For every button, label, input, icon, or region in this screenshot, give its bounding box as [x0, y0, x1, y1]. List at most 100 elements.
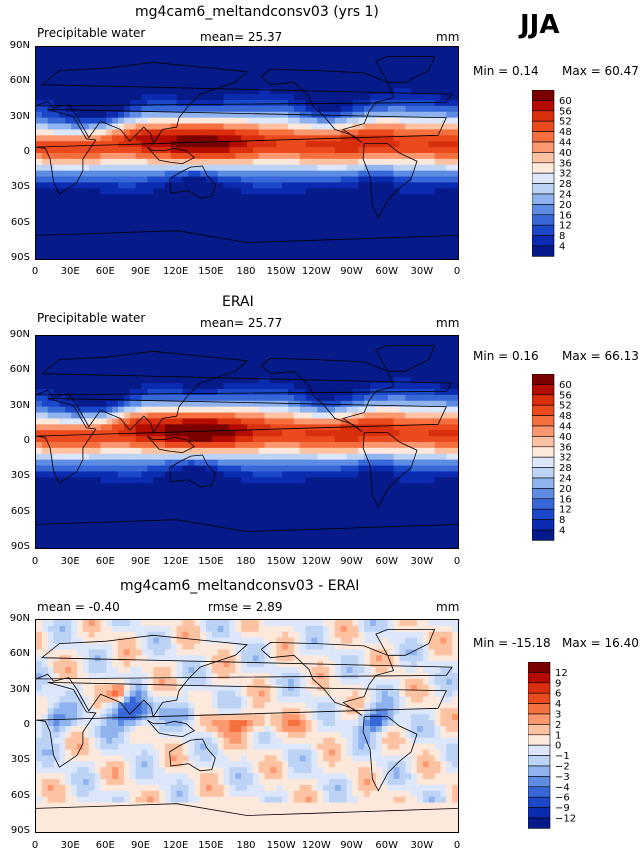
legend-swatch: [528, 786, 551, 798]
legend-label: 16: [559, 494, 572, 505]
legend-label: 40: [559, 432, 572, 443]
legend-swatch: [532, 152, 555, 164]
x-tick-label: 150E: [198, 556, 224, 567]
legend-swatch: [532, 477, 555, 489]
field-shading: [36, 336, 458, 548]
legend-label: −3: [555, 772, 570, 783]
legend-swatch: [532, 162, 555, 174]
panel-left-label: Precipitable water: [37, 26, 146, 40]
legend-swatch: [528, 796, 551, 808]
legend-swatch: [532, 204, 555, 216]
panel-title: mg4cam6_meltandconsv03 (yrs 1): [135, 4, 379, 20]
x-tick-label: 120W: [301, 840, 331, 851]
legend-swatch: [528, 765, 551, 777]
map-svg: [36, 336, 458, 548]
legend-label: 8: [559, 231, 565, 242]
legend-label: 36: [559, 442, 572, 453]
legend-swatch: [532, 214, 555, 226]
y-tick-label: 30N: [9, 683, 30, 695]
legend-swatch: [532, 235, 555, 247]
panel-max: Max = 16.40: [562, 636, 639, 650]
legend-swatch: [528, 734, 551, 746]
legend-label: −12: [555, 814, 576, 825]
legend-swatch: [528, 755, 551, 767]
legend-swatch: [532, 374, 555, 385]
panel-units: mm: [436, 600, 460, 614]
x-tick-label: 90W: [340, 266, 363, 277]
legend-swatch: [532, 384, 555, 396]
x-tick-label: 0: [453, 556, 461, 567]
legend-label: 12: [555, 668, 568, 679]
panel-max: Max = 60.47: [562, 64, 639, 78]
legend-swatch: [532, 193, 555, 205]
legend-swatch: [532, 456, 555, 468]
x-tick-label: 0: [453, 840, 461, 851]
legend-label: −1: [555, 751, 570, 762]
x-tick-label: 150W: [266, 840, 296, 851]
x-tick-label: 30E: [60, 266, 80, 277]
legend-label: 52: [559, 117, 572, 128]
legend-swatch: [532, 172, 555, 184]
legend-label: 1: [555, 730, 561, 741]
x-tick-label: 30E: [60, 840, 80, 851]
x-tick-label: 180: [236, 840, 256, 851]
x-tick-label: 120E: [162, 266, 189, 277]
panel-title: ERAI: [222, 294, 254, 310]
y-tick-label: 30N: [9, 399, 30, 411]
panel-min: Min = -15.18: [473, 636, 551, 650]
legend-swatch: [532, 120, 555, 132]
y-tick-label: 30N: [9, 110, 30, 122]
map-svg: [36, 47, 458, 259]
legend-label: 16: [559, 210, 572, 221]
panel-title: mg4cam6_meltandconsv03 - ERAI: [120, 578, 360, 594]
y-tick-label: 0: [23, 146, 30, 157]
legend-swatch: [532, 394, 555, 406]
legend-label: 6: [555, 689, 561, 700]
x-tick-label: 30W: [410, 840, 434, 851]
map-plot: [35, 46, 459, 260]
y-tick-label: 0: [23, 719, 30, 730]
x-tick-label: 90E: [130, 840, 151, 851]
coastlines: [36, 629, 458, 816]
x-tick-label: 30E: [60, 556, 80, 567]
x-tick-label: 60E: [95, 840, 115, 851]
legend-label: 12: [559, 221, 572, 232]
x-tick-label: 60E: [95, 556, 115, 567]
legend-label: 12: [559, 505, 572, 516]
legend-label: 40: [559, 148, 572, 159]
coastlines: [36, 345, 458, 532]
legend-label: 32: [559, 169, 572, 180]
legend-label: 3: [555, 710, 561, 721]
legend-swatch: [532, 415, 555, 427]
legend-swatch: [528, 724, 551, 736]
x-tick-label: 0: [31, 266, 39, 277]
map-svg: [36, 620, 458, 832]
y-tick-label: 30S: [10, 470, 30, 482]
y-tick-label: 30S: [10, 181, 30, 193]
x-tick-label: 60E: [95, 266, 115, 277]
y-tick-label: 90N: [9, 40, 30, 51]
map-plot: [35, 335, 459, 549]
legend-swatch: [528, 807, 551, 819]
x-tick-label: 120E: [162, 556, 189, 567]
y-tick-label: 60S: [10, 216, 30, 228]
legend-swatch: [532, 467, 555, 479]
x-tick-label: 90W: [340, 556, 363, 567]
x-tick-label: 150W: [266, 556, 296, 567]
legend-swatch: [532, 131, 555, 143]
x-tick-label: 90E: [130, 556, 151, 567]
legend-swatch: [532, 446, 555, 458]
y-tick-label: 60S: [10, 505, 30, 517]
legend-label: 9: [555, 678, 561, 689]
panel-units: mm: [436, 30, 460, 44]
x-tick-label: 120W: [301, 556, 331, 567]
y-tick-label: 90S: [10, 825, 30, 836]
season-label: JJA: [520, 10, 560, 40]
y-tick-label: 60N: [9, 75, 30, 87]
legend-label: 0: [555, 741, 561, 752]
legend-swatch: [528, 703, 551, 715]
legend-swatch: [532, 508, 555, 520]
